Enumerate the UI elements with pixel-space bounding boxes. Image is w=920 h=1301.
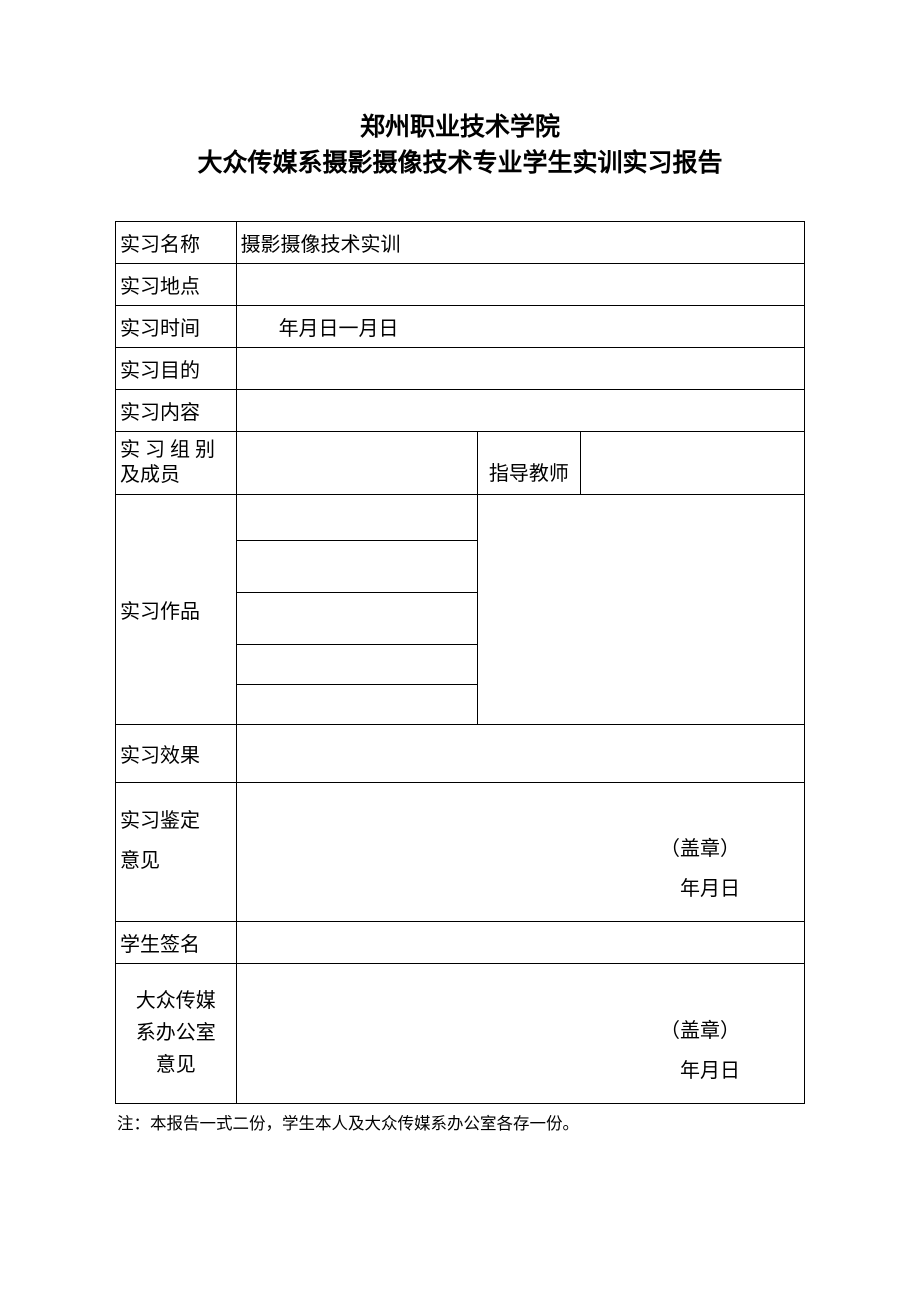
label-eval-line2: 意见: [120, 850, 160, 872]
value-office: （盖章） 年月日: [236, 963, 804, 1103]
label-office-line3: 意见: [156, 1054, 196, 1076]
office-stamp-block: （盖章） 年月日: [241, 971, 800, 1097]
document-title-block: 郑州职业技术学院 大众传媒系摄影摄像技术专业学生实训实习报告: [115, 110, 805, 183]
label-content: 实习内容: [116, 389, 237, 431]
row-works-1: 实习作品: [116, 494, 805, 540]
title-line1: 郑州职业技术学院: [115, 110, 805, 145]
value-purpose: [236, 347, 804, 389]
label-effect: 实习效果: [116, 724, 237, 782]
row-eval: 实习鉴定 意见 （盖章） 年月日: [116, 782, 805, 921]
title-line2: 大众传媒系摄影摄像技术专业学生实训实习报告: [115, 145, 805, 183]
value-works-3a: [236, 592, 477, 644]
label-office-line1: 大众传媒: [136, 990, 216, 1012]
eval-stamp-block: （盖章） 年月日: [241, 789, 800, 915]
value-time: 年月日一月日: [236, 305, 804, 347]
office-seal: （盖章）: [660, 1020, 740, 1042]
label-location: 实习地点: [116, 263, 237, 305]
value-eval: （盖章） 年月日: [236, 782, 804, 921]
label-office: 大众传媒 系办公室 意见: [116, 963, 237, 1103]
label-eval-line1: 实习鉴定: [120, 810, 200, 832]
value-teacher: [581, 431, 805, 494]
row-effect: 实习效果: [116, 724, 805, 782]
row-content: 实习内容: [116, 389, 805, 431]
label-works: 实习作品: [116, 494, 237, 724]
label-eval: 实习鉴定 意见: [116, 782, 237, 921]
value-content: [236, 389, 804, 431]
eval-seal: （盖章）: [660, 838, 740, 860]
label-group: 实 习 组 别及成员: [116, 431, 237, 494]
label-name: 实习名称: [116, 221, 237, 263]
value-name: 摄影摄像技术实训: [236, 221, 804, 263]
value-signature: [236, 921, 804, 963]
value-works-right: [477, 494, 804, 724]
report-form-table: 实习名称 摄影摄像技术实训 实习地点 实习时间 年月日一月日 实习目的 实习内容…: [115, 221, 805, 1104]
label-time: 实习时间: [116, 305, 237, 347]
label-purpose: 实习目的: [116, 347, 237, 389]
row-time: 实习时间 年月日一月日: [116, 305, 805, 347]
row-location: 实习地点: [116, 263, 805, 305]
footnote: 注：本报告一式二份，学生本人及大众传媒系办公室各存一份。: [115, 1110, 805, 1134]
value-effect: [236, 724, 804, 782]
office-date: 年月日: [680, 1060, 740, 1082]
label-signature: 学生签名: [116, 921, 237, 963]
row-signature: 学生签名: [116, 921, 805, 963]
label-office-line2: 系办公室: [136, 1022, 216, 1044]
row-office: 大众传媒 系办公室 意见 （盖章） 年月日: [116, 963, 805, 1103]
eval-date: 年月日: [680, 878, 740, 900]
row-name: 实习名称 摄影摄像技术实训: [116, 221, 805, 263]
value-works-4a: [236, 644, 477, 684]
row-group: 实 习 组 别及成员 指导教师: [116, 431, 805, 494]
row-purpose: 实习目的: [116, 347, 805, 389]
value-works-5a: [236, 684, 477, 724]
value-works-2a: [236, 540, 477, 592]
label-teacher: 指导教师: [477, 431, 580, 494]
value-location: [236, 263, 804, 305]
value-group: [236, 431, 477, 494]
value-works-1a: [236, 494, 477, 540]
